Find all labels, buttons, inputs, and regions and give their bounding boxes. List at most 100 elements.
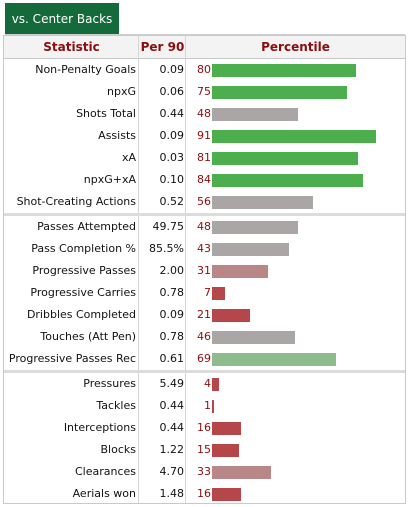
per90-value: 5.49 [159, 377, 185, 390]
table-row: npxG 0.06 75 [4, 81, 405, 103]
percentile-value: 4 [204, 377, 211, 390]
per90-value: 0.52 [159, 195, 185, 208]
stat-label: Dribbles Completed [26, 308, 136, 321]
percentile-value: 7 [204, 286, 211, 299]
per90-value: 0.03 [159, 151, 185, 164]
percentile-bar [212, 221, 298, 234]
table-row: Shots Total 0.44 48 [4, 103, 405, 125]
percentile-value: 43 [197, 242, 211, 255]
table-row: Pass Completion % 85.5% 43 [4, 238, 405, 260]
percentile-bar [212, 287, 225, 300]
table-row: Interceptions 0.44 16 [4, 417, 405, 439]
percentile-value: 21 [197, 308, 211, 321]
stat-label: Touches (Att Pen) [40, 330, 136, 343]
stat-label: Progressive Passes Rec [8, 352, 136, 365]
table-row: Non-Penalty Goals 0.09 80 [4, 59, 405, 81]
tab-underline [5, 34, 405, 35]
table-row: Pressures 5.49 4 [4, 373, 405, 395]
percentile-value: 16 [197, 421, 211, 434]
table-row: Dribbles Completed 0.09 21 [4, 304, 405, 326]
table-row: Clearances 4.70 33 [4, 461, 405, 483]
stat-label: Shots Total [76, 107, 136, 120]
table-row: Progressive Passes Rec 0.61 69 [4, 348, 405, 370]
stat-label: Aerials won [72, 487, 136, 500]
table-row: Assists 0.09 91 [4, 125, 405, 147]
percentile-bar [212, 86, 347, 99]
percentile-value: 16 [197, 487, 211, 500]
percentile-bar [212, 243, 289, 256]
percentile-value: 1 [204, 399, 211, 412]
percentile-bar [212, 400, 214, 413]
per90-value: 49.75 [152, 220, 185, 233]
percentile-bar [212, 309, 250, 322]
per90-value: 0.44 [159, 399, 185, 412]
percentile-bar [212, 108, 298, 121]
percentile-value: 80 [197, 63, 211, 76]
header-percentile[interactable]: Percentile [261, 40, 330, 54]
per90-value: 0.44 [159, 421, 185, 434]
stat-label: npxG [107, 85, 136, 98]
stat-label: Assists [98, 129, 136, 142]
stat-label: Blocks [100, 443, 136, 456]
stat-label: Interceptions [63, 421, 136, 434]
table-row: Progressive Carries 0.78 7 [4, 282, 405, 304]
per90-value: 2.00 [159, 264, 185, 277]
table-row: xA 0.03 81 [4, 147, 405, 169]
table-row: Touches (Att Pen) 0.78 46 [4, 326, 405, 348]
percentile-bar [212, 130, 376, 143]
percentile-bar [212, 444, 239, 457]
percentile-value: 81 [197, 151, 211, 164]
stat-label: npxG+xA [83, 173, 136, 186]
stat-label: Progressive Passes [32, 264, 136, 277]
per90-value: 0.10 [159, 173, 185, 186]
percentile-bar [212, 174, 363, 187]
percentile-bar [212, 152, 358, 165]
stat-label: Progressive Carries [30, 286, 136, 299]
stat-label: Non-Penalty Goals [35, 63, 136, 76]
percentile-value: 84 [197, 173, 211, 186]
percentile-value: 31 [197, 264, 211, 277]
percentile-bar [212, 331, 295, 344]
per90-value: 1.22 [159, 443, 185, 456]
tab-vs-center-backs[interactable]: vs. Center Backs [5, 3, 119, 34]
percentile-value: 69 [197, 352, 211, 365]
percentile-table: Statistic Per 90 Percentile Non-Penalty … [3, 35, 406, 504]
stat-label: Pass Completion % [31, 242, 136, 255]
per90-value: 4.70 [159, 465, 185, 478]
header-per90[interactable]: Per 90 [140, 40, 185, 54]
per90-value: 0.78 [159, 330, 185, 343]
per90-value: 0.44 [159, 107, 185, 120]
per90-value: 85.5% [149, 242, 184, 255]
table-row: npxG+xA 0.10 84 [4, 169, 405, 191]
stat-label: Passes Attempted [37, 220, 136, 233]
table-row: Tackles 0.44 1 [4, 395, 405, 417]
percentile-bar [212, 422, 241, 435]
table-row: Passes Attempted 49.75 48 [4, 216, 405, 238]
group-separator [4, 213, 405, 216]
percentile-bar [212, 378, 219, 391]
table-row: Blocks 1.22 15 [4, 439, 405, 461]
percentile-value: 48 [197, 107, 211, 120]
stat-label: Pressures [83, 377, 136, 390]
percentile-value: 75 [197, 85, 211, 98]
stat-label: Shot-Creating Actions [16, 195, 136, 208]
percentile-bar [212, 488, 241, 501]
column-divider-2 [185, 36, 186, 503]
per90-value: 0.06 [159, 85, 185, 98]
stat-label: xA [121, 151, 136, 164]
percentile-bar [212, 353, 336, 366]
column-divider-1 [138, 36, 139, 503]
per90-value: 0.09 [159, 308, 185, 321]
percentile-bar [212, 64, 356, 77]
header-statistic[interactable]: Statistic [43, 40, 100, 54]
table-row: Aerials won 1.48 16 [4, 483, 405, 505]
per90-value: 1.48 [159, 487, 185, 500]
percentile-value: 56 [197, 195, 211, 208]
per90-value: 0.09 [159, 129, 185, 142]
percentile-value: 46 [197, 330, 211, 343]
percentile-bar [212, 265, 268, 278]
per90-value: 0.61 [159, 352, 185, 365]
percentile-value: 48 [197, 220, 211, 233]
stat-label: Clearances [74, 465, 136, 478]
percentile-value: 33 [197, 465, 211, 478]
